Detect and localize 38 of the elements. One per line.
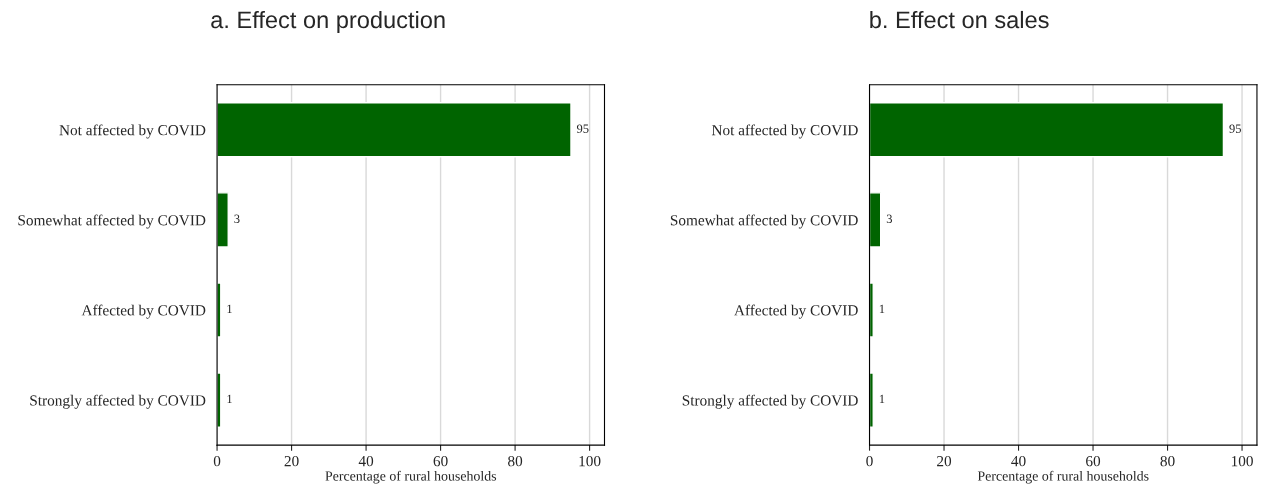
- y-tick-label: Affected by COVID: [81, 304, 206, 319]
- bar: [869, 102, 1225, 158]
- x-tick-label: 100: [579, 455, 601, 467]
- y-tick-label: Somewhat affected by COVID: [18, 214, 206, 229]
- data-label: 3: [886, 214, 893, 224]
- x-tick-label: 0: [866, 455, 873, 467]
- bar: [869, 372, 874, 428]
- data-label: 1: [227, 394, 232, 404]
- bar: [217, 102, 572, 158]
- x-axis-title: Percentage of rural households: [325, 470, 497, 484]
- x-tick-label: 20: [937, 455, 952, 467]
- x-tick-label: 0: [213, 455, 221, 467]
- y-tick-label: Affected by COVID: [734, 304, 858, 319]
- data-label: 1: [227, 304, 232, 313]
- x-axis-title: Percentage of rural households: [977, 470, 1149, 484]
- y-tick-label: Not affected by COVID: [59, 124, 206, 139]
- x-tick-label: 40: [358, 455, 374, 467]
- y-tick-label: Strongly affected by COVID: [30, 394, 206, 409]
- x-tick-label: 20: [284, 455, 299, 467]
- data-label: 95: [1229, 124, 1241, 133]
- data-label: 1: [879, 304, 885, 313]
- chart-title: a. Effect on production: [211, 10, 445, 33]
- data-label: 95: [576, 124, 589, 133]
- chart-title: b. Effect on sales: [870, 10, 1049, 29]
- x-tick-label: 80: [1160, 455, 1175, 467]
- x-tick-label: 100: [1231, 455, 1253, 467]
- y-tick-label: Somewhat affected by COVID: [670, 214, 858, 229]
- data-label: 1: [879, 394, 885, 404]
- bar: [869, 192, 882, 248]
- x-tick-label: 60: [1086, 455, 1101, 467]
- bar: [217, 192, 229, 248]
- bar: [869, 282, 874, 338]
- x-tick-label: 80: [508, 455, 523, 467]
- y-tick-label: Strongly affected by COVID: [682, 394, 858, 409]
- x-tick-label: 40: [1011, 455, 1026, 467]
- data-label: 3: [234, 214, 240, 224]
- y-tick-label: Not affected by COVID: [711, 124, 858, 139]
- x-tick-label: 60: [433, 455, 448, 467]
